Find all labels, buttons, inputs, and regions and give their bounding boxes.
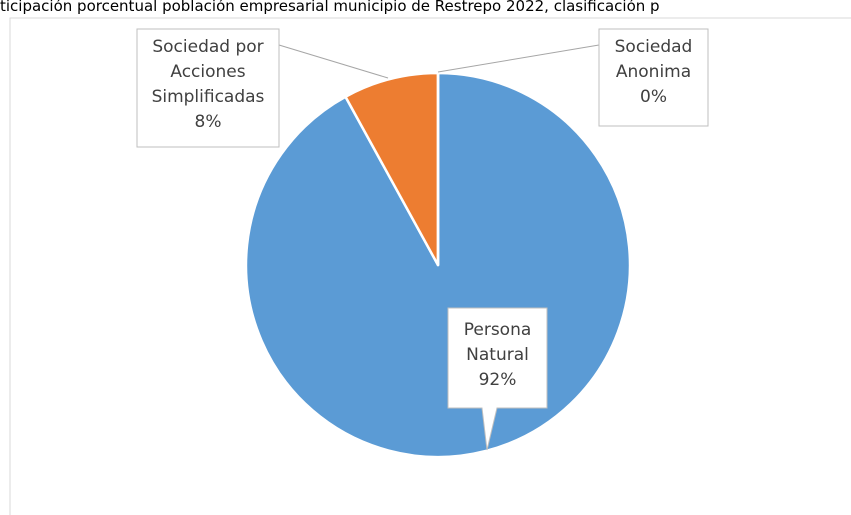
leader-line <box>278 44 389 79</box>
value-label: 92% <box>478 370 517 390</box>
data-label: Persona Natural 92% <box>448 318 547 393</box>
data-label: Sociedad Anonima 0% <box>599 35 708 110</box>
chart-title: ticipación porcentual población empresar… <box>0 0 660 15</box>
data-label: Sociedad por Acciones Simplificadas 8% <box>137 35 279 135</box>
value-label: 8% <box>194 112 222 132</box>
pie-slice <box>344 71 440 267</box>
callout-box <box>598 28 709 127</box>
value-label: 0% <box>640 87 667 107</box>
leader-line <box>437 44 600 73</box>
category-label: Sociedad Anonima <box>614 37 693 82</box>
callout-box <box>447 307 548 451</box>
chart-frame <box>9 17 851 515</box>
pie <box>244 71 632 459</box>
callout-box <box>136 28 280 148</box>
category-label: Persona Natural <box>463 320 532 365</box>
category-label: Sociedad por Acciones Simplificadas <box>151 37 265 107</box>
